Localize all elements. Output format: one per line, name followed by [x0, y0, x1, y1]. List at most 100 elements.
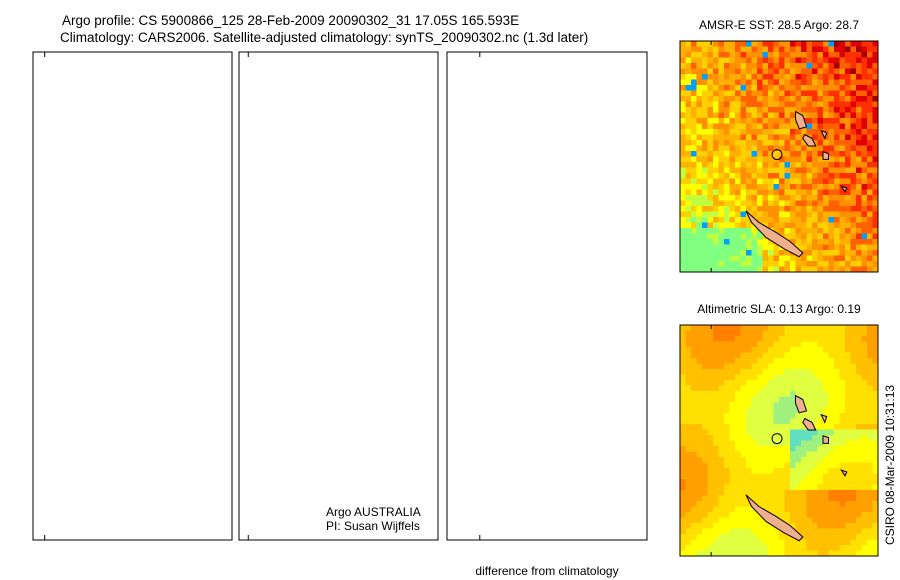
map-cell: [828, 255, 835, 262]
map-cell: [856, 173, 862, 179]
map-cell: [872, 79, 879, 86]
map-cell: [867, 63, 873, 69]
map-cell: [834, 506, 840, 513]
map-cell: [691, 85, 697, 91]
map-cell: [680, 380, 686, 386]
map-cell: [839, 446, 846, 452]
map-cell: [718, 101, 725, 108]
map-cell: [773, 85, 780, 91]
map-cell: [751, 517, 758, 524]
map-cell: [740, 446, 747, 452]
map-cell: [724, 369, 730, 375]
map-cell: [867, 501, 873, 507]
map-cell: [867, 380, 873, 386]
map-cell: [718, 506, 725, 513]
map-cell: [795, 413, 802, 419]
map-cell: [773, 101, 780, 108]
map-cell: [713, 189, 719, 196]
map-cell: [779, 358, 785, 364]
map-cell: [762, 167, 769, 174]
map-cell: [740, 211, 747, 218]
map-cell: [762, 140, 769, 146]
map-cell: [751, 325, 758, 331]
map-cell: [735, 52, 741, 58]
map-cell: [790, 189, 796, 196]
map-cell: [784, 266, 791, 273]
map-cell: [773, 473, 780, 480]
map-cell: [784, 200, 791, 207]
map-cell: [867, 41, 873, 47]
map-cell: [757, 167, 763, 174]
map-cell: [757, 435, 763, 441]
map-cell: [801, 101, 807, 108]
map-cell: [784, 451, 791, 458]
map-cell: [812, 550, 818, 557]
map-cell: [850, 352, 857, 359]
map-cell: [768, 418, 774, 425]
map-cell: [773, 462, 780, 469]
map-cell: [707, 424, 714, 430]
map-cell: [773, 385, 780, 392]
map-cell: [823, 266, 829, 273]
map-cell: [823, 495, 829, 502]
map-cell: [801, 250, 807, 256]
map-cell: [735, 385, 741, 392]
map-cell: [762, 255, 769, 262]
map-cell: [779, 206, 785, 212]
map-cell: [773, 330, 780, 337]
map-cell: [839, 506, 846, 513]
map-cell: [713, 506, 719, 513]
map-cell: [757, 523, 763, 529]
map-cell: [806, 374, 813, 381]
map-cell: [817, 255, 824, 262]
map-cell: [685, 129, 692, 135]
map-cell: [823, 134, 829, 141]
map-cell: [713, 325, 719, 331]
map-cell: [856, 134, 862, 141]
map-cell: [867, 239, 873, 245]
map-cell: [856, 140, 862, 146]
map-cell: [867, 74, 873, 80]
map-cell: [740, 217, 747, 223]
map-cell: [746, 369, 752, 375]
map-cell: [790, 545, 796, 551]
map-cell: [762, 402, 769, 408]
map-cell: [713, 457, 719, 463]
map-cell: [751, 151, 758, 157]
map-cell: [740, 96, 747, 102]
map-cell: [839, 211, 846, 218]
map-cell: [872, 462, 879, 469]
map-cell: [768, 550, 774, 557]
map-cell: [729, 358, 736, 364]
map-cell: [680, 145, 686, 152]
map-cell: [834, 200, 840, 207]
map-cell: [718, 211, 725, 218]
map-cell: [806, 189, 813, 196]
map-cell: [751, 457, 758, 463]
map-cell: [845, 490, 851, 496]
map-cell: [867, 233, 873, 240]
map-cell: [762, 211, 769, 218]
map-cell: [740, 123, 747, 130]
map-cell: [806, 495, 813, 502]
map-cell: [823, 178, 829, 185]
map-cell: [856, 250, 862, 256]
map-cell: [746, 239, 752, 245]
map-cell: [729, 151, 736, 157]
map-cell: [806, 211, 813, 218]
map-cell: [768, 162, 774, 168]
map-cell: [784, 517, 791, 524]
map-cell: [707, 68, 714, 75]
map-cell: [872, 501, 879, 507]
map-cell: [861, 385, 868, 392]
map-cell: [729, 495, 736, 502]
map-cell: [746, 63, 752, 69]
map-cell: [762, 189, 769, 196]
map-cell: [702, 512, 708, 518]
map-cell: [773, 396, 780, 403]
map-cell: [779, 178, 785, 185]
map-cell: [735, 506, 741, 513]
map-cell: [779, 424, 785, 430]
map-cell: [784, 462, 791, 469]
map-cell: [740, 239, 747, 245]
